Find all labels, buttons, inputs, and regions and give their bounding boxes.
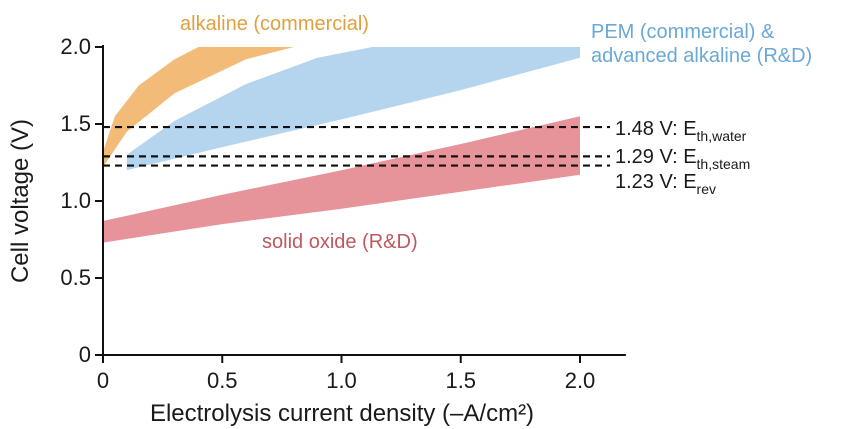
x-tick-label-2: 1.0: [326, 368, 357, 393]
ref-label-2: 1.23 V: Erev: [615, 171, 716, 197]
band-label-pem-line2: advanced alkaline (R&D): [591, 45, 812, 67]
band-label-pem: PEM (commercial) & advanced alkaline (R&D…: [591, 21, 812, 67]
ref-label-2-main: 1.23 V: E: [615, 171, 697, 193]
band-solid-oxide: [103, 116, 580, 243]
ref-label-1: 1.29 V: Eth,steam: [615, 146, 750, 172]
x-tick-label-1: 0.5: [207, 368, 238, 393]
band-alkaline: [103, 47, 294, 168]
x-axis-title: Electrolysis current density (–A/cm²): [150, 400, 534, 427]
ref-label-1-sub: th,steam: [697, 156, 751, 172]
bands-layer: [103, 47, 581, 243]
band-label-alkaline: alkaline (commercial): [180, 13, 369, 35]
y-tick-label-0: 0: [79, 342, 91, 367]
axes-layer: 0 0.5 1.0 1.5 2.0 0 0.5 1.0 1.5 2.0: [60, 34, 626, 393]
band-pem: [126, 47, 581, 171]
x-tick-label-0: 0: [97, 368, 109, 393]
ref-label-0-main: 1.48 V: E: [615, 118, 697, 140]
y-tick-label-3: 1.5: [60, 111, 91, 136]
x-tick-label-4: 2.0: [565, 368, 596, 393]
band-labels-layer: alkaline (commercial) PEM (commercial) & a…: [180, 13, 812, 253]
ref-label-1-main: 1.29 V: E: [615, 146, 697, 168]
y-axis-title: Cell voltage (V): [7, 119, 34, 283]
y-tick-label-4: 2.0: [60, 34, 91, 59]
ref-label-0: 1.48 V: Eth,water: [615, 118, 747, 144]
ref-label-0-sub: th,water: [697, 128, 747, 144]
band-label-solid-oxide: solid oxide (R&D): [262, 231, 418, 253]
x-tick-label-3: 1.5: [445, 368, 476, 393]
ref-label-2-sub: rev: [697, 181, 716, 197]
y-tick-label-2: 1.0: [60, 188, 91, 213]
band-label-pem-line1: PEM (commercial) &: [591, 21, 775, 43]
y-tick-label-1: 0.5: [60, 265, 91, 290]
